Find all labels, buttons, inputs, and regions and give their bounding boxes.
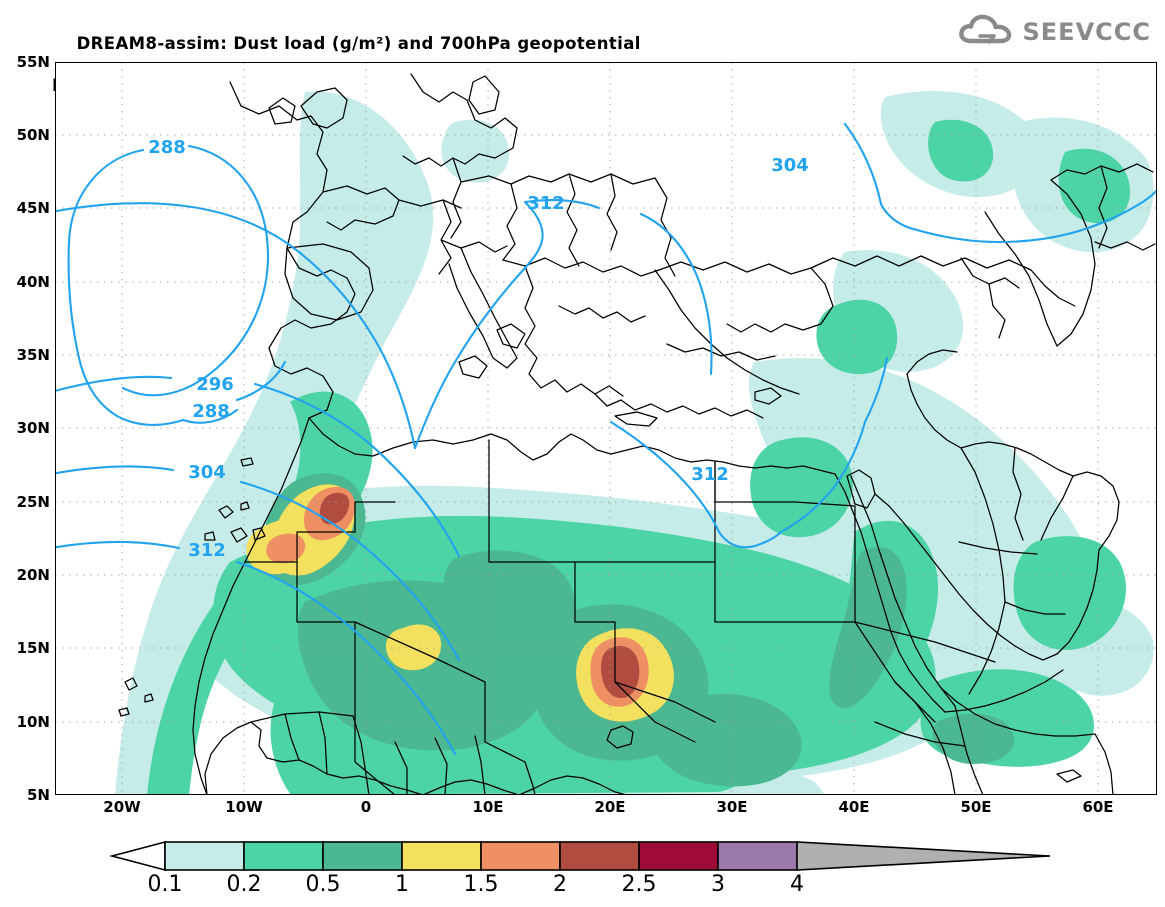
contour-labels: 288 288 296 304 312 312 304 312: [148, 137, 809, 561]
ytick-25n: 25N: [16, 493, 50, 511]
cbtick-3: 3: [711, 872, 725, 897]
xtick-40e: 40E: [838, 798, 870, 816]
contour-label-288-south: 288: [192, 401, 230, 422]
cbtick-4: 4: [790, 872, 804, 897]
map-svg: 288 288 296 304 312 312 304 312: [55, 62, 1157, 795]
contour-label-312-egypt: 312: [691, 464, 729, 485]
cbtick-1: 1: [395, 872, 409, 897]
colorbar-extend-high: [796, 841, 1051, 871]
xtick-50e: 50E: [960, 798, 992, 816]
contour-label-312-europe: 312: [527, 193, 565, 214]
ytick-45n: 45N: [16, 199, 50, 217]
cbtick-0p2: 0.2: [226, 872, 262, 897]
contour-label-304-atlantic: 304: [188, 462, 226, 483]
contour-label-312-atlantic: 312: [188, 540, 226, 561]
xtick-20w: 20W: [103, 798, 141, 816]
cbtick-2: 2: [553, 872, 567, 897]
ytick-35n: 35N: [16, 346, 50, 364]
ytick-20n: 20N: [16, 566, 50, 584]
ytick-55n: 55N: [16, 53, 50, 71]
geopotential-contours: [55, 122, 1157, 756]
contour-label-304-russia: 304: [771, 155, 809, 176]
cbtick-0p1: 0.1: [147, 872, 183, 897]
xtick-60e: 60E: [1082, 798, 1114, 816]
logo-text: SEEVCCC: [1022, 18, 1151, 46]
ytick-30n: 30N: [16, 419, 50, 437]
map-plot-area: 288 288 296 304 312 312 304 312: [55, 62, 1157, 795]
colorbar-tick-labels: 0.1 0.2 0.5 1 1.5 2 2.5 3 4: [0, 872, 1165, 906]
dust-load-field: [115, 90, 1154, 795]
xtick-10w: 10W: [225, 798, 263, 816]
xtick-0: 0: [360, 798, 372, 816]
ytick-15n: 15N: [16, 639, 50, 657]
cloud-arrow-icon: [958, 14, 1014, 50]
cbtick-1p5: 1.5: [463, 872, 499, 897]
cbtick-0p5: 0.5: [305, 872, 341, 897]
xtick-10e: 10E: [472, 798, 504, 816]
contour-label-288-north: 288: [148, 137, 186, 158]
ytick-50n: 50N: [16, 126, 50, 144]
contour-label-296: 296: [196, 374, 234, 395]
ytick-40n: 40N: [16, 273, 50, 291]
colorbar-extend-low: [108, 840, 166, 872]
colorbar: [0, 836, 1165, 876]
colorbar-bands: [164, 841, 798, 871]
dust-band-2p0: [319, 492, 640, 698]
seevccc-logo: SEEVCCC: [958, 14, 1152, 50]
xtick-20e: 20E: [594, 798, 626, 816]
cbtick-2p5: 2.5: [621, 872, 657, 897]
ytick-5n: 5N: [27, 786, 50, 804]
xtick-30e: 30E: [716, 798, 748, 816]
graticule: [55, 62, 1157, 795]
coastlines-and-borders: [118, 73, 1156, 795]
title-line-1: DREAM8-assim: Dust load (g/m²) and 700hP…: [76, 34, 641, 53]
ytick-10n: 10N: [16, 713, 50, 731]
